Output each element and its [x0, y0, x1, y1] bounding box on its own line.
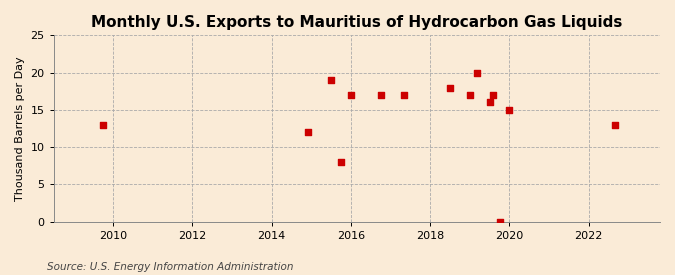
Point [375, 93, 386, 97]
Point [471, 70, 482, 75]
Point [494, 219, 505, 224]
Point [610, 123, 620, 127]
Point [302, 130, 313, 134]
Point [346, 93, 356, 97]
Point [398, 93, 409, 97]
Point [484, 100, 495, 104]
Title: Monthly U.S. Exports to Mauritius of Hydrocarbon Gas Liquids: Monthly U.S. Exports to Mauritius of Hyd… [91, 15, 622, 30]
Point [326, 78, 337, 82]
Point [487, 93, 498, 97]
Point [445, 85, 456, 90]
Y-axis label: Thousand Barrels per Day: Thousand Barrels per Day [15, 56, 25, 201]
Point [335, 160, 346, 164]
Point [504, 108, 515, 112]
Text: Source: U.S. Energy Information Administration: Source: U.S. Energy Information Administ… [47, 262, 294, 272]
Point [464, 93, 475, 97]
Point [98, 123, 109, 127]
